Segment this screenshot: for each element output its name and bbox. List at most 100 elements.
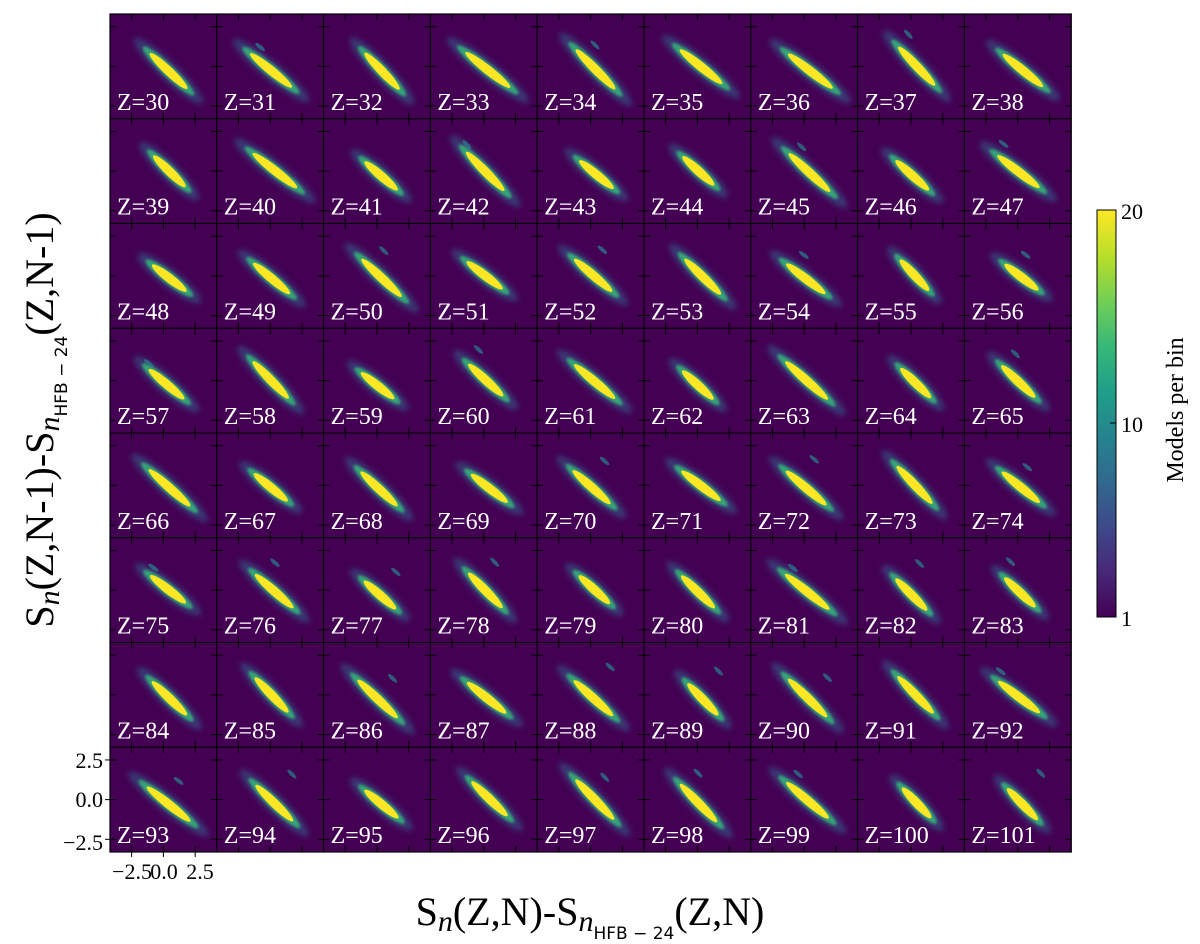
panel-label: Z=33 (437, 90, 489, 116)
panel-label: Z=32 (331, 90, 383, 116)
density-cluster (453, 350, 518, 410)
density-cluster (980, 667, 1058, 727)
density-core (578, 160, 614, 190)
density-cluster (557, 665, 630, 732)
density-core (573, 364, 616, 400)
panel-label: Z=78 (437, 614, 489, 640)
panel-ticks (964, 747, 1072, 852)
density-cluster (237, 249, 306, 308)
y-title-mid: (Z,N-1)-S (17, 432, 62, 591)
density-core (148, 469, 191, 507)
density-streak (148, 563, 159, 572)
y-axis-title: Sn(Z,N-1)-SnHFB − 24(Z,N-1) (17, 212, 72, 627)
heatmap-panel: Z=30 (109, 13, 218, 120)
density-streak (599, 456, 610, 466)
density-cluster (990, 564, 1049, 621)
density-core (680, 575, 716, 609)
heatmap-panel: Z=45 (750, 118, 859, 224)
panel-label: Z=74 (971, 509, 1023, 535)
density-core (895, 159, 930, 191)
panel-ticks (857, 223, 965, 329)
density-streak (714, 666, 723, 676)
panel-label: Z=86 (331, 718, 383, 744)
heatmap-panel: Z=40 (216, 118, 325, 224)
panel-ticks (216, 433, 324, 538)
panel-ticks (644, 433, 751, 538)
panel-ticks (857, 433, 965, 538)
density-streak (173, 776, 184, 785)
x-title-sub3: HFB − 24 (593, 924, 674, 944)
heatmap-panel: Z=75 (109, 537, 218, 643)
density-cluster (558, 244, 629, 306)
heatmap-panel: Z=78 (429, 537, 538, 643)
panel-label: Z=77 (331, 614, 383, 640)
panel-label: Z=96 (437, 823, 489, 849)
density-core (1006, 788, 1039, 821)
density-streak (693, 768, 703, 778)
panel-label: Z=56 (971, 299, 1023, 325)
colorbar-tick-label-20: 20 (1121, 199, 1143, 224)
heatmap-panel: Z=99 (750, 746, 859, 853)
heatmap-panel: Z=88 (536, 642, 645, 748)
panel-ticks (110, 642, 217, 748)
density-streak (597, 245, 608, 254)
density-core (787, 53, 833, 89)
density-core (900, 367, 932, 399)
panel-label: Z=79 (544, 614, 596, 640)
panel-label: Z=90 (758, 718, 810, 744)
panel-ticks (323, 537, 431, 643)
panel-ticks (857, 642, 965, 748)
heatmap-panel: Z=90 (750, 642, 859, 748)
panel-label: Z=85 (224, 718, 276, 744)
density-core (360, 471, 398, 507)
heatmap-panel: Z=35 (643, 13, 752, 120)
panel-ticks (644, 14, 751, 119)
panel-label: Z=44 (651, 195, 703, 221)
density-cluster (455, 461, 524, 515)
panel-ticks (216, 223, 324, 329)
panel-ticks (750, 118, 858, 224)
density-core (573, 258, 613, 292)
x-title-sub2: n (578, 905, 593, 938)
panel-ticks (644, 223, 751, 329)
heatmap-panel: Z=65 (963, 327, 1072, 434)
density-core (152, 155, 186, 188)
panel-label: Z=65 (971, 404, 1023, 430)
panel-ticks (110, 328, 217, 433)
density-core (784, 573, 830, 610)
heatmap-panel: Z=38 (963, 13, 1072, 120)
outer-ticks (105, 759, 196, 857)
heatmap-panel: Z=31 (216, 13, 325, 120)
density-core (898, 46, 936, 86)
density-core (146, 786, 191, 822)
density-cluster (340, 663, 415, 735)
panel-label: Z=54 (758, 299, 810, 325)
density-cluster (664, 767, 733, 839)
x-title-tail: (Z,N) (674, 889, 764, 934)
heatmap-panel: Z=98 (643, 746, 752, 853)
density-streak (903, 29, 913, 39)
density-cluster (882, 660, 949, 730)
heatmap-panel: Z=42 (429, 118, 538, 224)
density-cluster (889, 774, 944, 832)
density-core (687, 683, 719, 716)
panel-ticks (323, 747, 431, 852)
heatmap-panel: Z=92 (963, 642, 1072, 748)
density-core (681, 470, 721, 502)
panel-label: Z=101 (971, 823, 1035, 849)
density-cluster (674, 669, 732, 729)
panel-label: Z=99 (758, 823, 810, 849)
panel-label: Z=40 (224, 195, 276, 221)
y-axis-ticks: 2.5 0.0 −2.5 (63, 748, 103, 855)
panel-label: Z=98 (651, 823, 703, 849)
x-title-sub1: n (438, 905, 453, 938)
panel-label: Z=91 (865, 718, 917, 744)
heatmap-panel: Z=77 (323, 537, 431, 643)
density-core (254, 573, 294, 609)
density-cluster (887, 246, 942, 305)
panel-label: Z=55 (865, 299, 917, 325)
panel-label: Z=64 (865, 404, 917, 430)
panel-label: Z=81 (758, 614, 810, 640)
panel-ticks (110, 433, 217, 538)
density-core (575, 779, 615, 820)
